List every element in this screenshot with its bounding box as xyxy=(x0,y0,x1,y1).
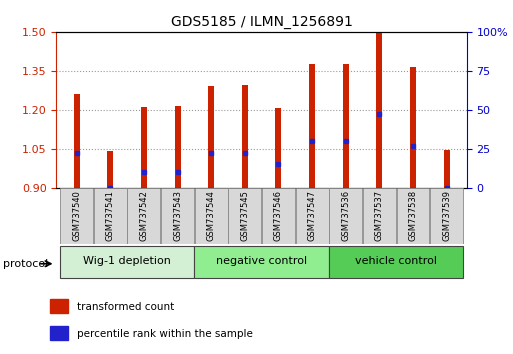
Bar xyxy=(141,107,147,188)
Text: GSM737545: GSM737545 xyxy=(240,190,249,241)
Bar xyxy=(73,94,80,188)
Bar xyxy=(329,188,362,244)
Text: GSM737547: GSM737547 xyxy=(308,190,317,241)
Text: GSM737536: GSM737536 xyxy=(341,190,350,241)
Bar xyxy=(194,246,329,278)
Text: GSM737546: GSM737546 xyxy=(274,190,283,241)
Text: GSM737539: GSM737539 xyxy=(442,190,451,241)
Bar xyxy=(309,64,315,188)
Bar xyxy=(228,188,261,244)
Bar xyxy=(208,86,214,188)
Bar xyxy=(444,150,450,188)
Bar xyxy=(161,188,194,244)
Bar xyxy=(410,67,416,188)
Bar xyxy=(329,246,463,278)
Bar xyxy=(50,326,68,340)
Bar xyxy=(50,299,68,313)
Bar xyxy=(107,151,113,188)
Bar xyxy=(262,188,295,244)
Text: transformed count: transformed count xyxy=(77,302,174,312)
Bar xyxy=(195,188,228,244)
Text: GSM737538: GSM737538 xyxy=(408,190,418,241)
Bar xyxy=(343,64,349,188)
Text: GSM737540: GSM737540 xyxy=(72,190,81,241)
Title: GDS5185 / ILMN_1256891: GDS5185 / ILMN_1256891 xyxy=(171,16,352,29)
Bar xyxy=(363,188,396,244)
Text: vehicle control: vehicle control xyxy=(355,256,437,266)
Text: GSM737541: GSM737541 xyxy=(106,190,115,241)
Bar xyxy=(127,188,161,244)
Bar xyxy=(242,85,248,188)
Bar xyxy=(60,246,194,278)
Bar xyxy=(397,188,429,244)
Bar xyxy=(94,188,127,244)
Text: protocol: protocol xyxy=(3,259,48,269)
Text: GSM737537: GSM737537 xyxy=(375,190,384,241)
Bar xyxy=(174,106,181,188)
Bar xyxy=(430,188,463,244)
Text: negative control: negative control xyxy=(216,256,307,266)
Bar xyxy=(275,108,282,188)
Text: GSM737543: GSM737543 xyxy=(173,190,182,241)
Text: Wig-1 depletion: Wig-1 depletion xyxy=(83,256,171,266)
Bar xyxy=(60,188,93,244)
Text: percentile rank within the sample: percentile rank within the sample xyxy=(77,329,253,339)
Text: GSM737544: GSM737544 xyxy=(207,190,215,241)
Bar xyxy=(295,188,328,244)
Bar xyxy=(377,32,382,188)
Text: GSM737542: GSM737542 xyxy=(140,190,148,241)
